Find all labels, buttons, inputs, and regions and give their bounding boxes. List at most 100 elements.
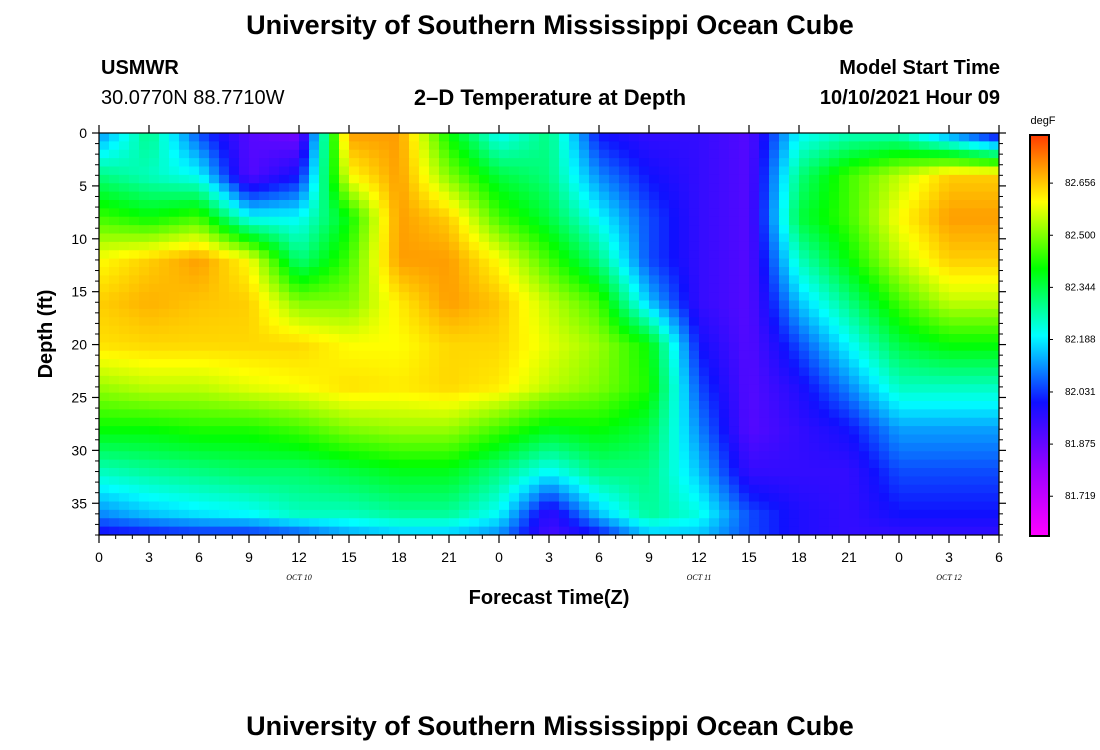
heatmap-cell (199, 308, 210, 318)
heatmap-cell (629, 484, 640, 494)
heatmap-cell (619, 283, 630, 293)
heatmap-cell (549, 174, 560, 184)
heatmap-cell (529, 241, 540, 251)
heatmap-cell (339, 267, 350, 276)
heatmap-cell (229, 367, 240, 377)
heatmap-cell (579, 158, 590, 168)
heatmap-cell (679, 484, 690, 494)
heatmap-cell (589, 166, 600, 176)
heatmap-cell (689, 442, 700, 452)
heatmap-cell (949, 275, 960, 285)
heatmap-cell (639, 166, 650, 176)
heatmap-cell (919, 158, 930, 168)
heatmap-cell (489, 484, 500, 494)
heatmap-cell (259, 434, 270, 444)
heatmap-cell (729, 292, 740, 302)
heatmap-cell (599, 401, 610, 410)
heatmap-cell (639, 158, 650, 168)
heatmap-cell (779, 417, 790, 427)
heatmap-cell (359, 258, 370, 268)
heatmap-cell (699, 468, 710, 477)
heatmap-cell (639, 208, 650, 218)
heatmap-cell (609, 174, 620, 184)
heatmap-cell (359, 292, 370, 302)
heatmap-cell (99, 292, 110, 302)
heatmap-cell (429, 149, 440, 159)
heatmap-cell (109, 384, 120, 394)
heatmap-cell (539, 292, 550, 302)
heatmap-cell (629, 275, 640, 285)
heatmap-cell (479, 375, 490, 385)
heatmap-cell (679, 434, 690, 444)
heatmap-cell (449, 493, 460, 503)
heatmap-cell (819, 501, 830, 511)
heatmap-cell (279, 392, 290, 402)
heatmap-cell (929, 476, 940, 486)
heatmap-cell (809, 267, 820, 276)
heatmap-cell (569, 384, 580, 394)
heatmap-cell (819, 317, 830, 327)
heatmap-cell (149, 476, 160, 486)
heatmap-cell (439, 292, 450, 302)
heatmap-cell (979, 267, 990, 276)
heatmap-cell (699, 308, 710, 318)
heatmap-cell (309, 442, 320, 452)
heatmap-cell (639, 426, 650, 436)
heatmap-cell (269, 133, 280, 142)
heatmap-cell (299, 509, 310, 519)
heatmap-cell (379, 308, 390, 318)
heatmap-cell (479, 459, 490, 469)
heatmap-cell (349, 384, 360, 394)
heatmap-cell (169, 409, 180, 419)
heatmap-cell (309, 267, 320, 276)
heatmap-cell (899, 166, 910, 176)
heatmap-cell (209, 526, 220, 535)
heatmap-cell (449, 300, 460, 310)
heatmap-cell (149, 342, 160, 352)
heatmap-cell (419, 325, 430, 335)
heatmap-cell (109, 283, 120, 293)
heatmap-cell (579, 325, 590, 335)
heatmap-cell (829, 459, 840, 469)
heatmap-cell (589, 133, 600, 142)
heatmap-cell (569, 476, 580, 486)
heatmap-cell (619, 174, 630, 184)
heatmap-cell (219, 375, 230, 385)
date-label: OCT 10 (286, 573, 311, 582)
heatmap-cell (139, 283, 150, 293)
heatmap-cell (169, 367, 180, 377)
heatmap-cell (849, 417, 860, 427)
heatmap-cell (379, 509, 390, 519)
heatmap-cell (769, 434, 780, 444)
heatmap-cell (389, 518, 400, 528)
heatmap-cell (539, 216, 550, 226)
heatmap-cell (209, 317, 220, 327)
heatmap-cell (99, 216, 110, 226)
heatmap-cell (339, 334, 350, 343)
heatmap-cell (869, 174, 880, 184)
heatmap-cell (449, 208, 460, 218)
heatmap-cell (929, 401, 940, 410)
heatmap-cell (669, 283, 680, 293)
heatmap-cell (809, 233, 820, 243)
heatmap-cell (919, 426, 930, 436)
heatmap-cell (939, 174, 950, 184)
heatmap-cell (299, 442, 310, 452)
heatmap-cell (409, 241, 420, 251)
heatmap-cell (929, 493, 940, 503)
heatmap-cell (289, 518, 300, 528)
heatmap-cell (519, 216, 530, 226)
heatmap-cell (779, 216, 790, 226)
heatmap-cell (99, 518, 110, 528)
heatmap-cell (519, 275, 530, 285)
heatmap-cell (149, 133, 160, 142)
heatmap-cell (279, 166, 290, 176)
heatmap-cell (569, 334, 580, 343)
heatmap-cell (879, 283, 890, 293)
heatmap-cell (639, 191, 650, 201)
heatmap-cell (109, 292, 120, 302)
heatmap-cell (859, 342, 870, 352)
heatmap-cell (389, 225, 400, 235)
heatmap-cell (129, 367, 140, 377)
heatmap-cell (119, 308, 130, 318)
